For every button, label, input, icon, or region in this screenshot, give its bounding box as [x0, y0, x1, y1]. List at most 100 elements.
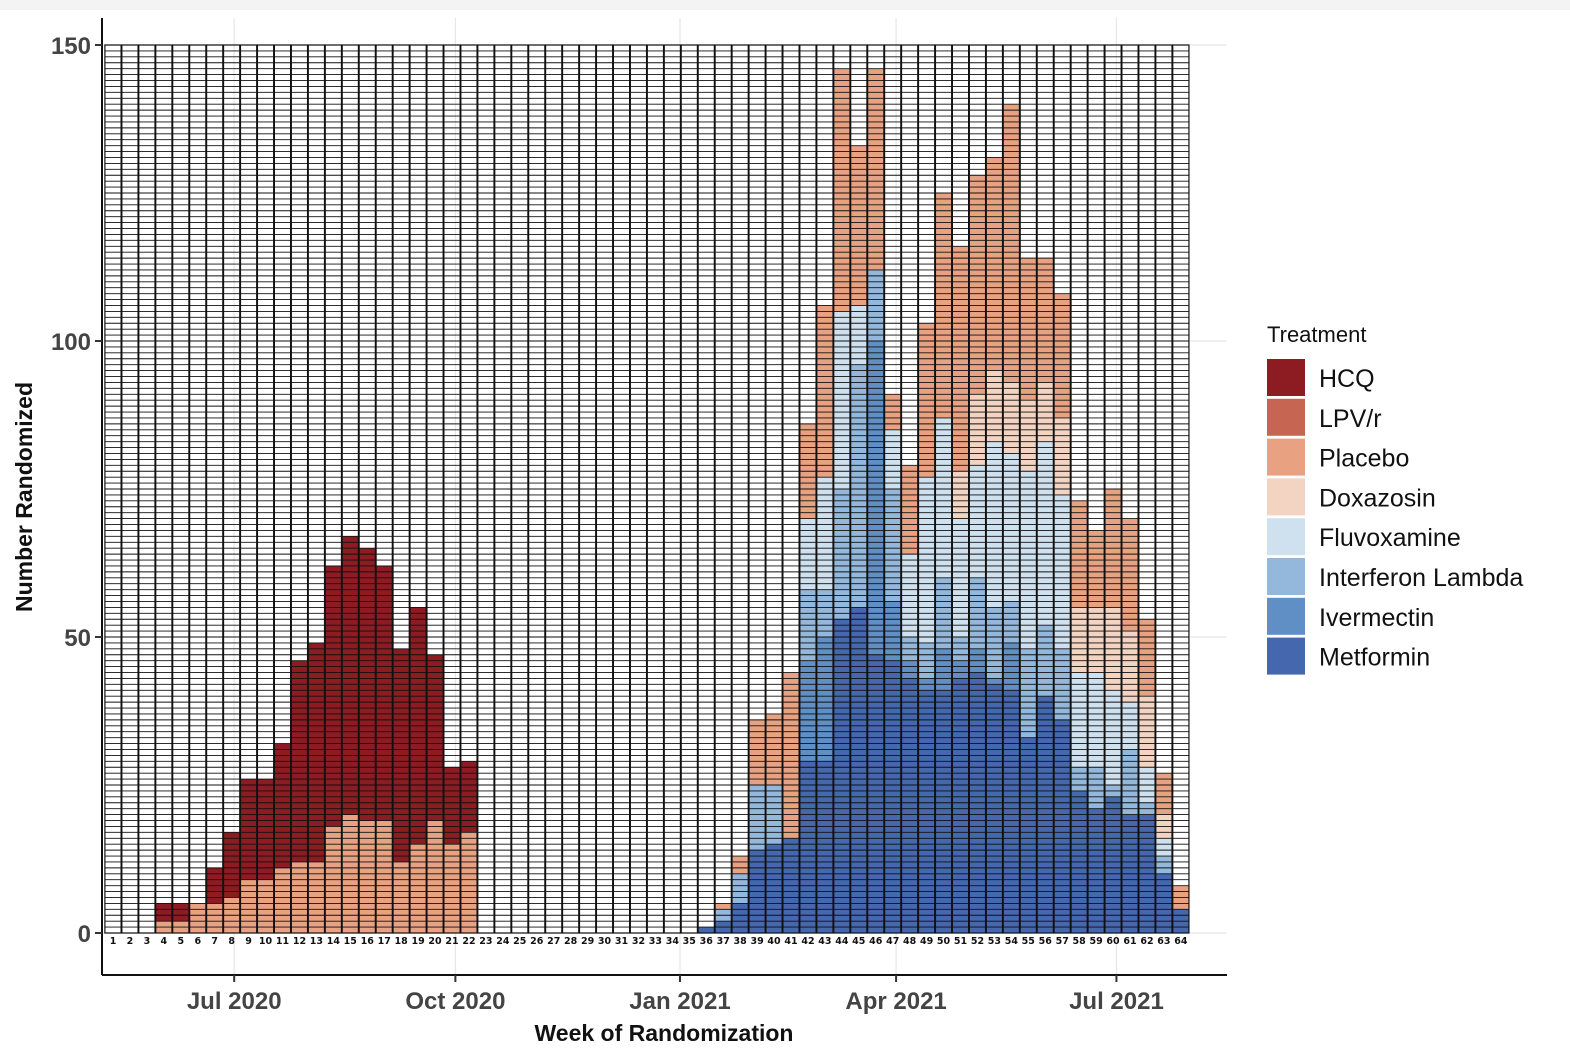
- bar-frame: [460, 44, 478, 934]
- y-tick-label: 0: [78, 921, 91, 948]
- bar-week-60: [1104, 44, 1122, 934]
- bar-frame: [206, 44, 224, 934]
- bar-frame: [629, 44, 648, 934]
- bar-segment-metformin: [698, 927, 715, 933]
- week-label: 11: [276, 936, 289, 947]
- bar-unit-outline: [579, 44, 596, 934]
- y-axis-title: Number Randomized: [11, 382, 37, 612]
- bar-frame: [1087, 44, 1105, 934]
- bar-segment-metformin: [952, 678, 969, 933]
- bar-frame: [392, 44, 410, 934]
- bar-frame: [443, 44, 461, 934]
- bar-week-33: [646, 44, 665, 934]
- bar-segment-placebo: [969, 175, 986, 395]
- week-label: 30: [598, 936, 612, 947]
- week-label: 64: [1174, 936, 1188, 947]
- bar-week-58: [1070, 44, 1088, 934]
- bar-segment-metformin: [816, 761, 833, 933]
- bar-segment-fluvoxamine: [969, 465, 986, 578]
- bar-week-31: [612, 44, 631, 934]
- bar-segment-ivermectin: [901, 660, 918, 679]
- bar-week-55: [1019, 44, 1038, 934]
- bar-frame: [680, 44, 699, 934]
- bar-frame: [358, 44, 376, 934]
- bar-week-49: [917, 44, 936, 934]
- bar-frame: [1121, 44, 1139, 934]
- bar-week-27: [544, 44, 563, 934]
- bar-frame: [155, 44, 173, 934]
- bar-segment-interferon-lambda: [1088, 767, 1105, 809]
- bar-segment-ivermectin: [986, 678, 1003, 685]
- bar-segment-placebo: [376, 820, 393, 933]
- bar-unit-outline: [121, 44, 139, 934]
- week-label: 25: [513, 936, 526, 947]
- week-label: 7: [211, 936, 218, 947]
- week-label: 60: [1106, 936, 1120, 947]
- bar-frame: [595, 44, 614, 934]
- bar-unit-outline: [223, 44, 240, 934]
- week-label: 23: [479, 936, 492, 947]
- bar-week-41: [782, 44, 800, 934]
- bar-segment-placebo: [901, 465, 918, 555]
- bar-frame: [409, 44, 427, 934]
- bar-segment-metformin: [765, 844, 783, 933]
- bar-week-22: [460, 44, 478, 934]
- legend-label: LPV/r: [1319, 405, 1382, 433]
- bar-segment-placebo: [460, 832, 478, 933]
- bar-segment-placebo: [1088, 530, 1105, 608]
- bar-frame: [1104, 44, 1122, 934]
- bar-segment-placebo: [749, 719, 766, 785]
- bar-frame: [1019, 44, 1038, 934]
- bar-segment-hcq: [443, 767, 461, 845]
- week-label: 18: [395, 936, 409, 947]
- week-label: 4: [161, 936, 168, 947]
- y-tick-label: 50: [64, 625, 91, 652]
- bar-frame: [1002, 44, 1021, 934]
- bar-frame: [748, 44, 766, 934]
- bar-unit-outline: [206, 44, 223, 934]
- bar-segment-metformin: [1088, 808, 1105, 933]
- bar-frame: [714, 44, 732, 934]
- week-label: 40: [767, 936, 781, 947]
- bar-segment-metformin: [935, 690, 952, 933]
- bar-week-18: [392, 44, 410, 934]
- bar-week-42: [799, 44, 817, 934]
- legend-label: Metformin: [1319, 644, 1430, 672]
- bar-week-5: [172, 44, 190, 934]
- bar-segment-metformin: [850, 607, 867, 933]
- bar-week-24: [494, 44, 512, 934]
- bar-frame: [968, 44, 987, 934]
- bar-week-64: [1172, 44, 1190, 934]
- y-tick-label: 100: [51, 329, 91, 356]
- bar-unit-outline: [528, 44, 545, 934]
- week-label: 46: [869, 936, 883, 947]
- bar-segment-placebo: [426, 820, 444, 933]
- week-label: 54: [1005, 936, 1019, 947]
- week-label: 50: [937, 936, 951, 947]
- bar-segment-hcq: [308, 642, 325, 862]
- bar-frame: [222, 44, 241, 934]
- bar-frame: [1172, 44, 1190, 934]
- week-label: 16: [361, 936, 375, 947]
- top-border-strip: [0, 0, 1570, 10]
- legend-label: Interferon Lambda: [1319, 564, 1523, 592]
- week-label: 20: [428, 936, 442, 947]
- bar-segment-interferon-lambda: [1155, 856, 1172, 874]
- bar-week-51: [951, 44, 970, 934]
- bar-segment-placebo: [1138, 619, 1156, 697]
- week-label: 14: [327, 936, 341, 947]
- week-label: 56: [1039, 936, 1053, 947]
- week-label: 58: [1073, 936, 1087, 947]
- bar-frame: [883, 44, 902, 934]
- week-label: 26: [530, 936, 544, 947]
- bar-frame: [1036, 44, 1054, 934]
- legend-swatch: [1267, 478, 1305, 516]
- bar-unit-outline: [189, 44, 206, 934]
- bar-frame: [477, 44, 495, 934]
- week-label: 34: [666, 936, 680, 947]
- bar-week-36: [697, 44, 715, 934]
- week-number-labels: 1 2 3 4 5 6 7 8 9 10 11 12 13 14 15 16 17 18 19 20 21 22 23 24 2…: [110, 936, 1188, 947]
- bar-week-16: [358, 44, 376, 934]
- bar-segment-placebo: [206, 903, 223, 933]
